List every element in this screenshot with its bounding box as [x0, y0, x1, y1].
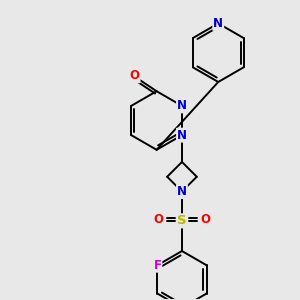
Text: N: N [177, 99, 187, 112]
Text: F: F [153, 259, 161, 272]
Text: S: S [177, 214, 187, 227]
Text: O: O [130, 69, 140, 82]
Text: N: N [177, 185, 187, 198]
Text: O: O [200, 213, 210, 226]
Text: N: N [213, 17, 223, 30]
Text: O: O [154, 213, 164, 226]
Text: N: N [177, 129, 187, 142]
